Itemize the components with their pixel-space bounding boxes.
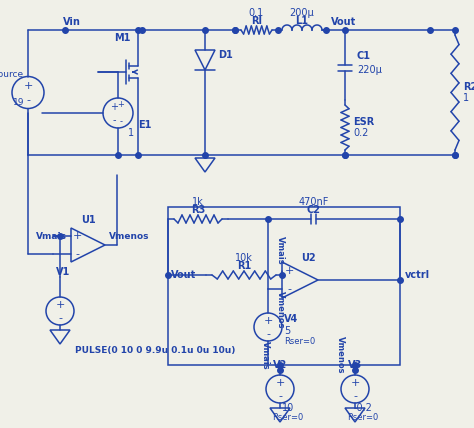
Text: vctrl: vctrl: [405, 270, 430, 280]
Text: ESR: ESR: [353, 116, 374, 127]
Text: 220μ: 220μ: [357, 65, 382, 75]
Text: 200μ: 200μ: [290, 8, 314, 18]
Text: +: +: [73, 231, 82, 241]
Text: D1: D1: [218, 50, 233, 60]
Text: Vmenos: Vmenos: [336, 336, 345, 374]
Text: M1: M1: [114, 33, 130, 43]
Text: -: -: [278, 391, 282, 401]
Text: 470nF: 470nF: [299, 197, 329, 207]
Text: Vmais: Vmais: [36, 232, 67, 241]
Text: 1: 1: [128, 128, 134, 138]
Text: -: -: [75, 249, 79, 259]
Text: U2: U2: [301, 253, 315, 263]
Text: 0.1: 0.1: [249, 8, 264, 18]
Text: -: -: [119, 117, 122, 126]
Text: -: -: [58, 313, 62, 323]
Text: Rser=0: Rser=0: [284, 336, 315, 345]
Text: Vout: Vout: [331, 17, 356, 27]
Text: Vmenos: Vmenos: [275, 291, 284, 329]
Text: -: -: [287, 284, 291, 294]
Text: V4: V4: [284, 314, 298, 324]
Text: 0.2: 0.2: [353, 128, 368, 137]
Text: R2: R2: [463, 81, 474, 92]
Text: R1: R1: [237, 261, 251, 271]
Text: R3: R3: [191, 205, 205, 215]
Text: +: +: [118, 99, 125, 109]
Text: U1: U1: [81, 215, 95, 225]
Text: +: +: [264, 316, 273, 327]
Text: C1: C1: [357, 51, 371, 61]
Text: 19: 19: [12, 98, 24, 107]
Text: +: +: [55, 300, 64, 310]
Text: -: -: [353, 391, 357, 401]
Text: Vmais: Vmais: [275, 236, 284, 265]
Text: V1: V1: [56, 267, 70, 277]
Text: 1k: 1k: [192, 197, 204, 207]
Text: -: -: [266, 329, 270, 339]
Text: V3: V3: [348, 360, 362, 370]
Text: 10k: 10k: [235, 253, 253, 263]
Bar: [168, 207, 400, 365]
Text: Rser=0: Rser=0: [347, 413, 379, 422]
Text: PULSE(0 10 0 9.9u 0.1u 0u 10u): PULSE(0 10 0 9.9u 0.1u 0u 10u): [75, 345, 236, 354]
Text: -0.2: -0.2: [354, 403, 373, 413]
Text: L1: L1: [295, 16, 309, 26]
Text: +: +: [275, 378, 285, 388]
Text: +: +: [284, 266, 294, 276]
Text: 1: 1: [463, 92, 469, 102]
Text: Vmais: Vmais: [261, 341, 270, 369]
Text: Rser=0: Rser=0: [273, 413, 304, 422]
Text: Vin: Vin: [63, 17, 81, 27]
Text: Vsource: Vsource: [0, 70, 24, 79]
Text: Vmenos: Vmenos: [109, 232, 149, 241]
Text: E1: E1: [138, 120, 151, 130]
Text: +: +: [350, 378, 360, 388]
Text: 5: 5: [284, 326, 290, 336]
Text: 10: 10: [282, 403, 294, 413]
Text: -: -: [26, 95, 30, 105]
Text: Vout: Vout: [171, 270, 196, 280]
Text: +: +: [23, 81, 33, 91]
Text: -: -: [112, 116, 116, 125]
Text: Rl: Rl: [251, 16, 262, 26]
Text: V2: V2: [273, 360, 287, 370]
Text: +: +: [110, 102, 118, 112]
Text: C2: C2: [307, 205, 321, 215]
